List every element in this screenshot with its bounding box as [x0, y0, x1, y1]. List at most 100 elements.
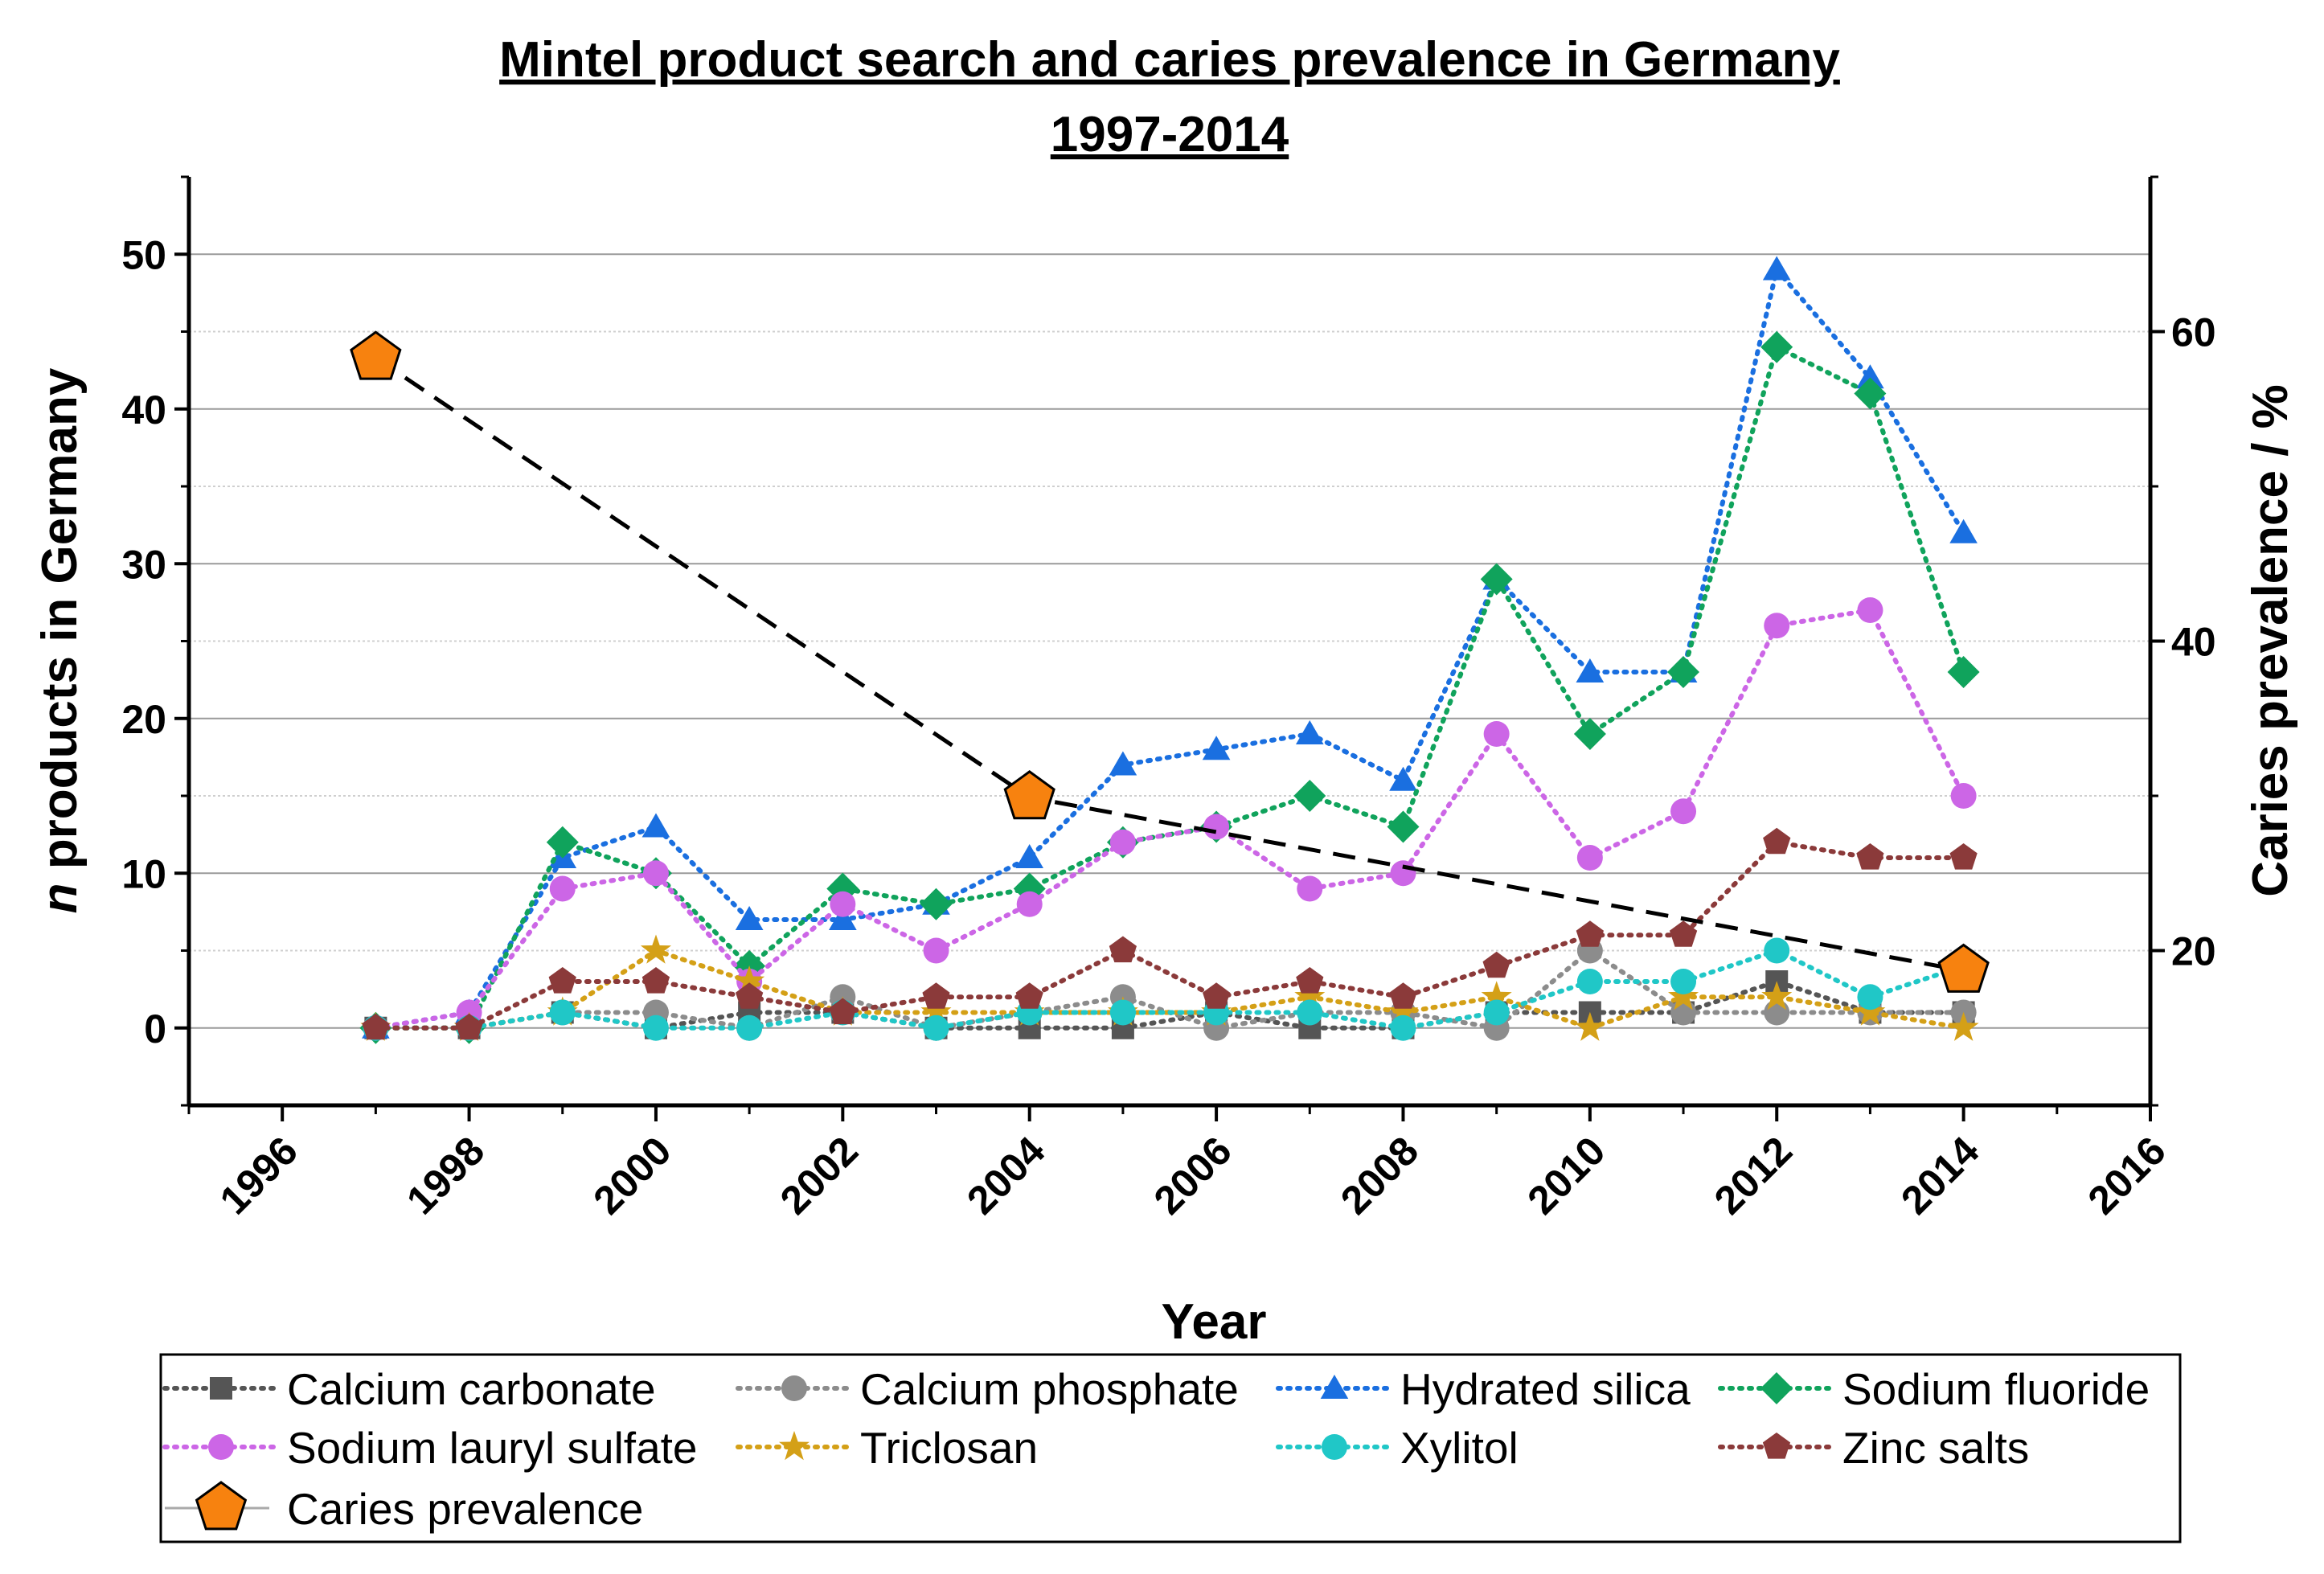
point-hydrated-silica [1109, 751, 1137, 776]
point-zinc-salts [641, 967, 670, 994]
point-triclosan [1294, 981, 1326, 1010]
point-xylitol [736, 1014, 763, 1041]
point-zinc-salts [1015, 982, 1043, 1009]
series-caries-prevalence [350, 330, 1990, 993]
legend-label: Zinc salts [1842, 1423, 2029, 1473]
series-calcium-phosphate [363, 937, 1977, 1041]
y-axis-title-italic: n [32, 883, 88, 913]
point-sodium-fluoride [1854, 377, 1887, 410]
y-tick-label: 10 [121, 851, 166, 896]
y-tick-label: 20 [121, 697, 166, 742]
point-sodium-lauryl-sulfate [1297, 875, 1323, 902]
point-triclosan [640, 934, 671, 964]
point-sodium-fluoride [1760, 330, 1793, 363]
legend-item-triclosan: Triclosan [736, 1423, 1038, 1473]
point-sodium-lauryl-sulfate [1203, 814, 1230, 840]
point-sodium-lauryl-sulfate [1016, 891, 1043, 917]
legend-swatch-marker [781, 1375, 807, 1401]
chart-title: Mintel product search and caries prevale… [499, 32, 1840, 88]
series-hydrated-silica [362, 256, 1978, 1039]
point-sodium-lauryl-sulfate [830, 891, 856, 917]
series-line-hydrated-silica [373, 264, 1966, 1031]
legend-swatch-marker [1320, 1375, 1349, 1399]
x-tick-label: 2010 [1519, 1128, 1613, 1223]
chart-subtitle: 1997-2014 [1051, 107, 1289, 162]
x-tick-label: 2004 [958, 1128, 1053, 1223]
series-zinc-salts [362, 827, 1978, 1040]
point-xylitol [1390, 1014, 1416, 1041]
y-tick-label: 0 [144, 1006, 166, 1051]
point-xylitol [1109, 999, 1136, 1026]
point-triclosan [1761, 981, 1793, 1010]
point-sodium-fluoride [920, 887, 953, 920]
point-caries-prevalence [1003, 770, 1055, 820]
point-hydrated-silica [1389, 766, 1417, 791]
legend-swatch-marker [195, 1481, 248, 1531]
point-caries-prevalence [1937, 943, 1990, 993]
y2-tick-label: 20 [2171, 929, 2216, 974]
x-tick-label: 1996 [211, 1128, 306, 1223]
legend-label: Caries prevalence [287, 1484, 643, 1534]
point-triclosan [1855, 996, 1886, 1026]
legend-label: Sodium lauryl sulfate [287, 1423, 698, 1473]
point-zinc-salts [455, 1013, 483, 1040]
point-sodium-fluoride [1480, 563, 1513, 596]
point-sodium-lauryl-sulfate [1390, 860, 1416, 887]
point-hydrated-silica [641, 813, 670, 838]
y-axis-title: n products in Germany [32, 367, 88, 913]
point-zinc-salts [1669, 920, 1698, 947]
series-line-calcium-phosphate [373, 947, 1966, 1031]
point-xylitol [1576, 969, 1603, 994]
point-triclosan [1387, 996, 1419, 1026]
legend-item-calcium-carbonate: Calcium carbonate [162, 1364, 656, 1414]
point-xylitol [1857, 984, 1883, 1010]
point-triclosan [1481, 981, 1512, 1010]
point-sodium-lauryl-sulfate [923, 937, 949, 964]
point-triclosan [1574, 1011, 1605, 1041]
legend-box [159, 1353, 2182, 1543]
series-sodium-lauryl-sulfate [363, 597, 1977, 1041]
x-tick-label: 1998 [398, 1128, 493, 1223]
legend-item-xylitol: Xylitol [1276, 1423, 1519, 1473]
point-xylitol [1764, 937, 1790, 964]
point-sodium-lauryl-sulfate [642, 860, 669, 887]
y-tick-label: 40 [121, 387, 166, 432]
point-zinc-salts [1576, 920, 1604, 947]
legend-swatch-marker [1762, 1433, 1791, 1459]
x-tick-label: 2008 [1332, 1128, 1427, 1223]
gridlines [189, 253, 2150, 1029]
series-line-triclosan [373, 948, 1966, 1031]
point-xylitol [1670, 969, 1697, 994]
legend-label: Xylitol [1400, 1423, 1519, 1473]
point-sodium-lauryl-sulfate [1670, 798, 1697, 825]
point-zinc-salts [736, 982, 764, 1009]
point-zinc-salts [362, 1013, 390, 1040]
point-sodium-lauryl-sulfate [1764, 613, 1790, 639]
point-sodium-lauryl-sulfate [1950, 783, 1977, 809]
series-xylitol [363, 937, 1977, 1041]
point-hydrated-silica [1576, 658, 1605, 682]
point-sodium-fluoride [1387, 810, 1420, 843]
point-hydrated-silica [1949, 519, 1978, 543]
point-hydrated-silica [735, 906, 764, 930]
point-sodium-lauryl-sulfate [549, 875, 576, 902]
point-xylitol [642, 1014, 669, 1041]
x-axis-title: Year [1161, 1294, 1266, 1350]
legend-item-caries-prevalence: Caries prevalence [165, 1481, 643, 1534]
legend-label: Calcium carbonate [287, 1364, 656, 1414]
point-triclosan [1948, 1011, 1979, 1041]
legend-item-calcium-phosphate: Calcium phosphate [736, 1364, 1239, 1414]
y2-tick-label: 40 [2171, 620, 2216, 665]
series-line-xylitol [373, 948, 1966, 1031]
point-hydrated-silica [1015, 844, 1043, 868]
point-zinc-salts [1109, 936, 1137, 963]
point-sodium-fluoride [1293, 780, 1326, 812]
point-triclosan [920, 996, 952, 1026]
point-zinc-salts [1296, 967, 1324, 994]
point-sodium-lauryl-sulfate [1857, 597, 1883, 623]
legend-label: Sodium fluoride [1842, 1364, 2150, 1414]
point-hydrated-silica [1762, 256, 1791, 281]
x-tick-label: 2000 [584, 1128, 679, 1223]
point-xylitol [549, 999, 576, 1026]
